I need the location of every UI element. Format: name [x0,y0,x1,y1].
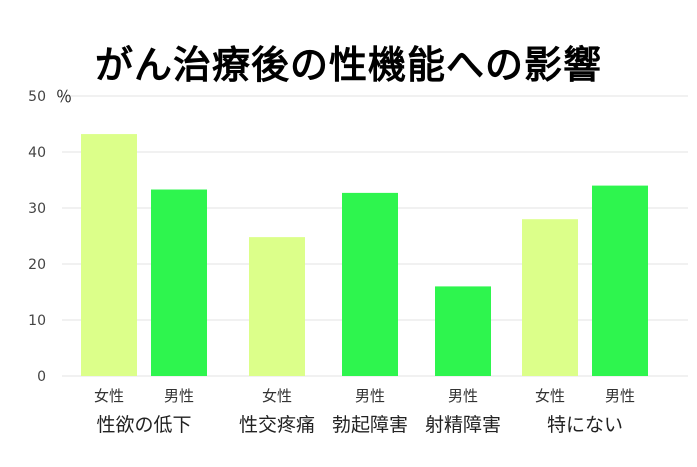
bar [151,189,207,376]
bar [249,237,305,376]
category-label: 特にない [547,414,623,436]
bar-sex-label: 男性 [448,387,478,405]
bar-sex-label: 男性 [164,387,194,405]
chart-title: がん治療後の性機能への影響 [94,43,602,87]
category-label: 性欲の低下 [96,414,191,436]
y-tick-label: 10 [28,313,46,329]
y-tick-label: 30 [28,201,46,217]
y-axis-unit: ％ [56,87,72,106]
bar [522,219,578,376]
bars [81,134,648,376]
bar-sex-label: 女性 [262,387,292,405]
bar-sex-label: 女性 [94,387,124,405]
bar [435,286,491,376]
y-tick-label: 0 [37,369,46,385]
category-label: 性交疼痛 [239,414,315,436]
bar [592,185,648,376]
y-tick-label: 40 [28,145,46,161]
bar [342,192,398,376]
category-label: 射精障害 [425,414,501,436]
category-label: 勃起障害 [332,414,408,436]
y-axis: 0 10 20 30 40 50 ％ [28,87,72,385]
bar-sex-label: 女性 [535,387,565,405]
bar-sex-label: 男性 [605,387,635,405]
bar-sex-label: 男性 [355,387,385,405]
bar [81,134,137,376]
y-tick-label: 20 [28,257,46,273]
y-tick-label: 50 [28,89,46,105]
